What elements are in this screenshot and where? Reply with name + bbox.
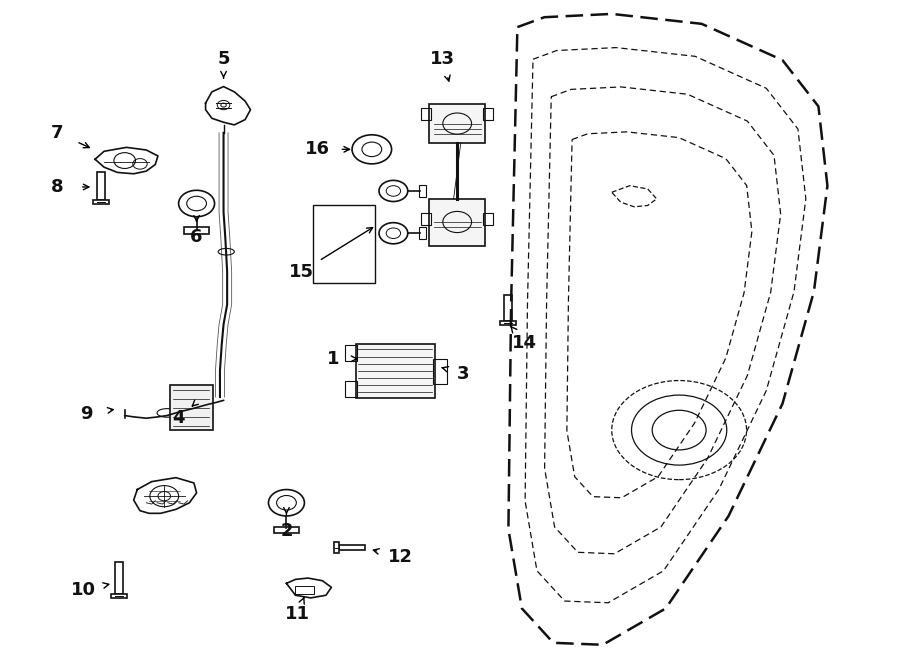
Bar [429, 105, 485, 143]
Text: 2: 2 [280, 522, 292, 540]
Text: 5: 5 [217, 50, 230, 68]
Bar [345, 381, 357, 397]
Bar [94, 200, 110, 205]
Bar [313, 205, 374, 283]
Bar [339, 545, 365, 550]
Bar [429, 199, 485, 246]
Bar [112, 594, 128, 598]
Bar [115, 562, 123, 594]
Bar [418, 185, 426, 197]
Text: 7: 7 [51, 124, 64, 142]
Text: 15: 15 [289, 263, 314, 281]
Text: 12: 12 [388, 548, 413, 566]
Bar [169, 385, 212, 430]
Bar [294, 586, 314, 594]
Text: 10: 10 [71, 581, 96, 599]
Bar [334, 542, 339, 553]
Bar [421, 213, 431, 225]
Text: 13: 13 [430, 50, 455, 68]
Text: 11: 11 [284, 605, 310, 623]
Text: 3: 3 [457, 365, 470, 383]
Bar [274, 526, 299, 533]
Bar [345, 345, 357, 361]
Bar [504, 295, 512, 321]
Text: 1: 1 [327, 350, 339, 368]
Bar [418, 227, 426, 239]
Bar [483, 213, 493, 225]
Bar [356, 344, 435, 399]
Text: 8: 8 [51, 178, 64, 196]
Text: 6: 6 [190, 228, 203, 246]
Bar [433, 359, 447, 384]
Bar [97, 173, 105, 200]
Bar [500, 321, 517, 325]
Text: 14: 14 [512, 334, 537, 352]
Bar [421, 108, 431, 120]
Text: 16: 16 [304, 140, 329, 158]
Text: 4: 4 [173, 409, 184, 427]
Text: 9: 9 [80, 404, 93, 422]
Bar [483, 108, 493, 120]
Bar [184, 227, 209, 234]
